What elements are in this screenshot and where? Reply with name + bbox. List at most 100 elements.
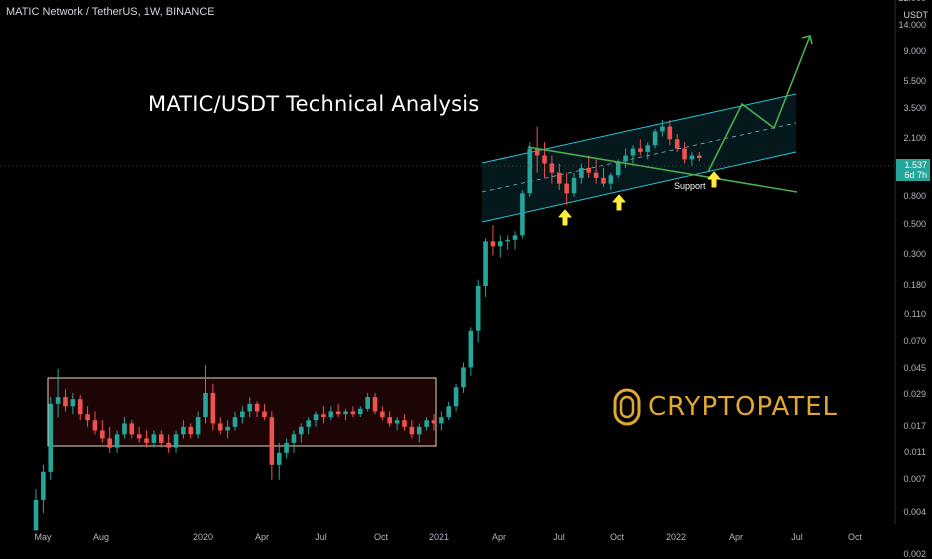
candle-body: [380, 411, 385, 418]
candle-body: [667, 126, 673, 140]
candle-body: [210, 392, 216, 424]
candle-body: [623, 155, 628, 162]
candle-body: [232, 417, 238, 427]
candle-body: [144, 438, 149, 443]
candle-body: [424, 420, 429, 427]
price-tick-label: 0.017: [903, 420, 926, 431]
candle-body: [350, 411, 356, 415]
candle-body: [439, 417, 444, 424]
candle-body: [313, 414, 319, 421]
price-tick-label: 14.000: [898, 20, 926, 31]
candle-body: [416, 426, 422, 435]
price-tick-label: 0.045: [903, 362, 926, 373]
symbol-header: MATIC Network / TetherUS, 1W, BINANCE: [6, 6, 215, 18]
channel-lower-line: [481, 151, 797, 223]
time-tick-label: Apr: [728, 532, 744, 542]
candle-body: [542, 155, 547, 164]
time-tick-label: Jul: [791, 532, 803, 542]
price-tick-label: 5.500: [903, 75, 926, 86]
price-tick-label: 0.070: [903, 336, 926, 347]
support-trendline: [527, 146, 798, 193]
price-tick-label: 0.011: [904, 446, 926, 457]
price-tick-label: 0.800: [903, 190, 926, 201]
candle-body: [114, 434, 120, 448]
candle-body: [262, 411, 267, 418]
time-tick-label: Oct: [373, 532, 389, 542]
candle-body: [682, 148, 687, 160]
candle-body: [217, 423, 223, 431]
time-tick-label: Apr: [491, 532, 507, 542]
candle-body: [269, 417, 275, 465]
candle-body: [608, 175, 614, 184]
price-tick-label: 0.300: [903, 249, 926, 260]
candle-body: [166, 442, 171, 448]
annotation-overlay: [527, 35, 813, 226]
candle-body: [638, 148, 643, 152]
candle-body: [276, 452, 282, 465]
candle-body: [660, 126, 665, 132]
candle-body: [512, 235, 518, 240]
cryptopatel-logo-icon: [613, 388, 641, 426]
price-tick-label: 22.000: [898, 0, 926, 3]
candle-body: [394, 420, 400, 424]
candle-body: [527, 148, 533, 194]
candle-body: [645, 145, 651, 152]
candle-body: [158, 434, 164, 443]
candle-body: [674, 139, 680, 149]
time-tick-label: Apr: [254, 532, 270, 542]
candle-body: [431, 420, 437, 424]
candle-body: [306, 420, 311, 427]
time-tick-label: May: [34, 532, 52, 542]
candle-body: [343, 411, 348, 415]
candle-body: [571, 177, 577, 194]
candle-body: [357, 408, 363, 415]
candle-body: [100, 430, 105, 439]
candle-body: [328, 411, 334, 418]
candle-body: [534, 148, 540, 156]
candle-body: [468, 330, 474, 368]
candle-body: [247, 403, 253, 412]
candle-body: [55, 397, 61, 404]
candle-body: [615, 161, 621, 176]
support-arrow-icon: [707, 171, 721, 188]
time-tick-label: Oct: [609, 532, 625, 542]
time-tick-label: Aug: [92, 532, 110, 542]
candle-body: [240, 411, 245, 418]
candle-body: [173, 434, 179, 448]
candle-body: [195, 417, 201, 435]
candle-body: [321, 414, 326, 418]
candle-body: [335, 411, 341, 415]
candle-body: [225, 426, 230, 431]
candle-body: [299, 426, 304, 435]
candle-body: [556, 172, 562, 184]
last-price-tag: 1.537 6d 7h: [896, 159, 930, 181]
candle-body: [697, 155, 702, 158]
support-arrow-icon: [612, 194, 626, 211]
candle-body: [372, 397, 378, 412]
candle-body: [586, 167, 592, 173]
candle-body: [461, 367, 466, 388]
candle-body: [63, 397, 68, 407]
time-tick-label: Jul: [553, 532, 565, 542]
candle-body: [520, 193, 525, 236]
candle-body: [129, 423, 135, 435]
candle-body: [107, 438, 112, 448]
price-tick-label: 0.110: [904, 309, 926, 320]
candle-body: [453, 387, 459, 407]
candle-body: [652, 131, 658, 146]
candle-body: [291, 434, 297, 443]
candle-body: [92, 420, 98, 431]
candle-body: [284, 442, 289, 453]
price-tick-label: 9.000: [903, 46, 926, 57]
candle-body: [601, 177, 606, 184]
candlestick-series: [33, 120, 702, 531]
candle-body: [254, 403, 260, 412]
brand-name: CRYPTOPATEL: [648, 392, 839, 422]
candle-body: [387, 417, 393, 424]
candle-body: [483, 241, 488, 286]
candle-body: [630, 148, 636, 156]
candle-body: [579, 167, 584, 178]
last-price-value: 1.537: [904, 160, 927, 170]
price-tick-label: 0.002: [903, 548, 926, 559]
